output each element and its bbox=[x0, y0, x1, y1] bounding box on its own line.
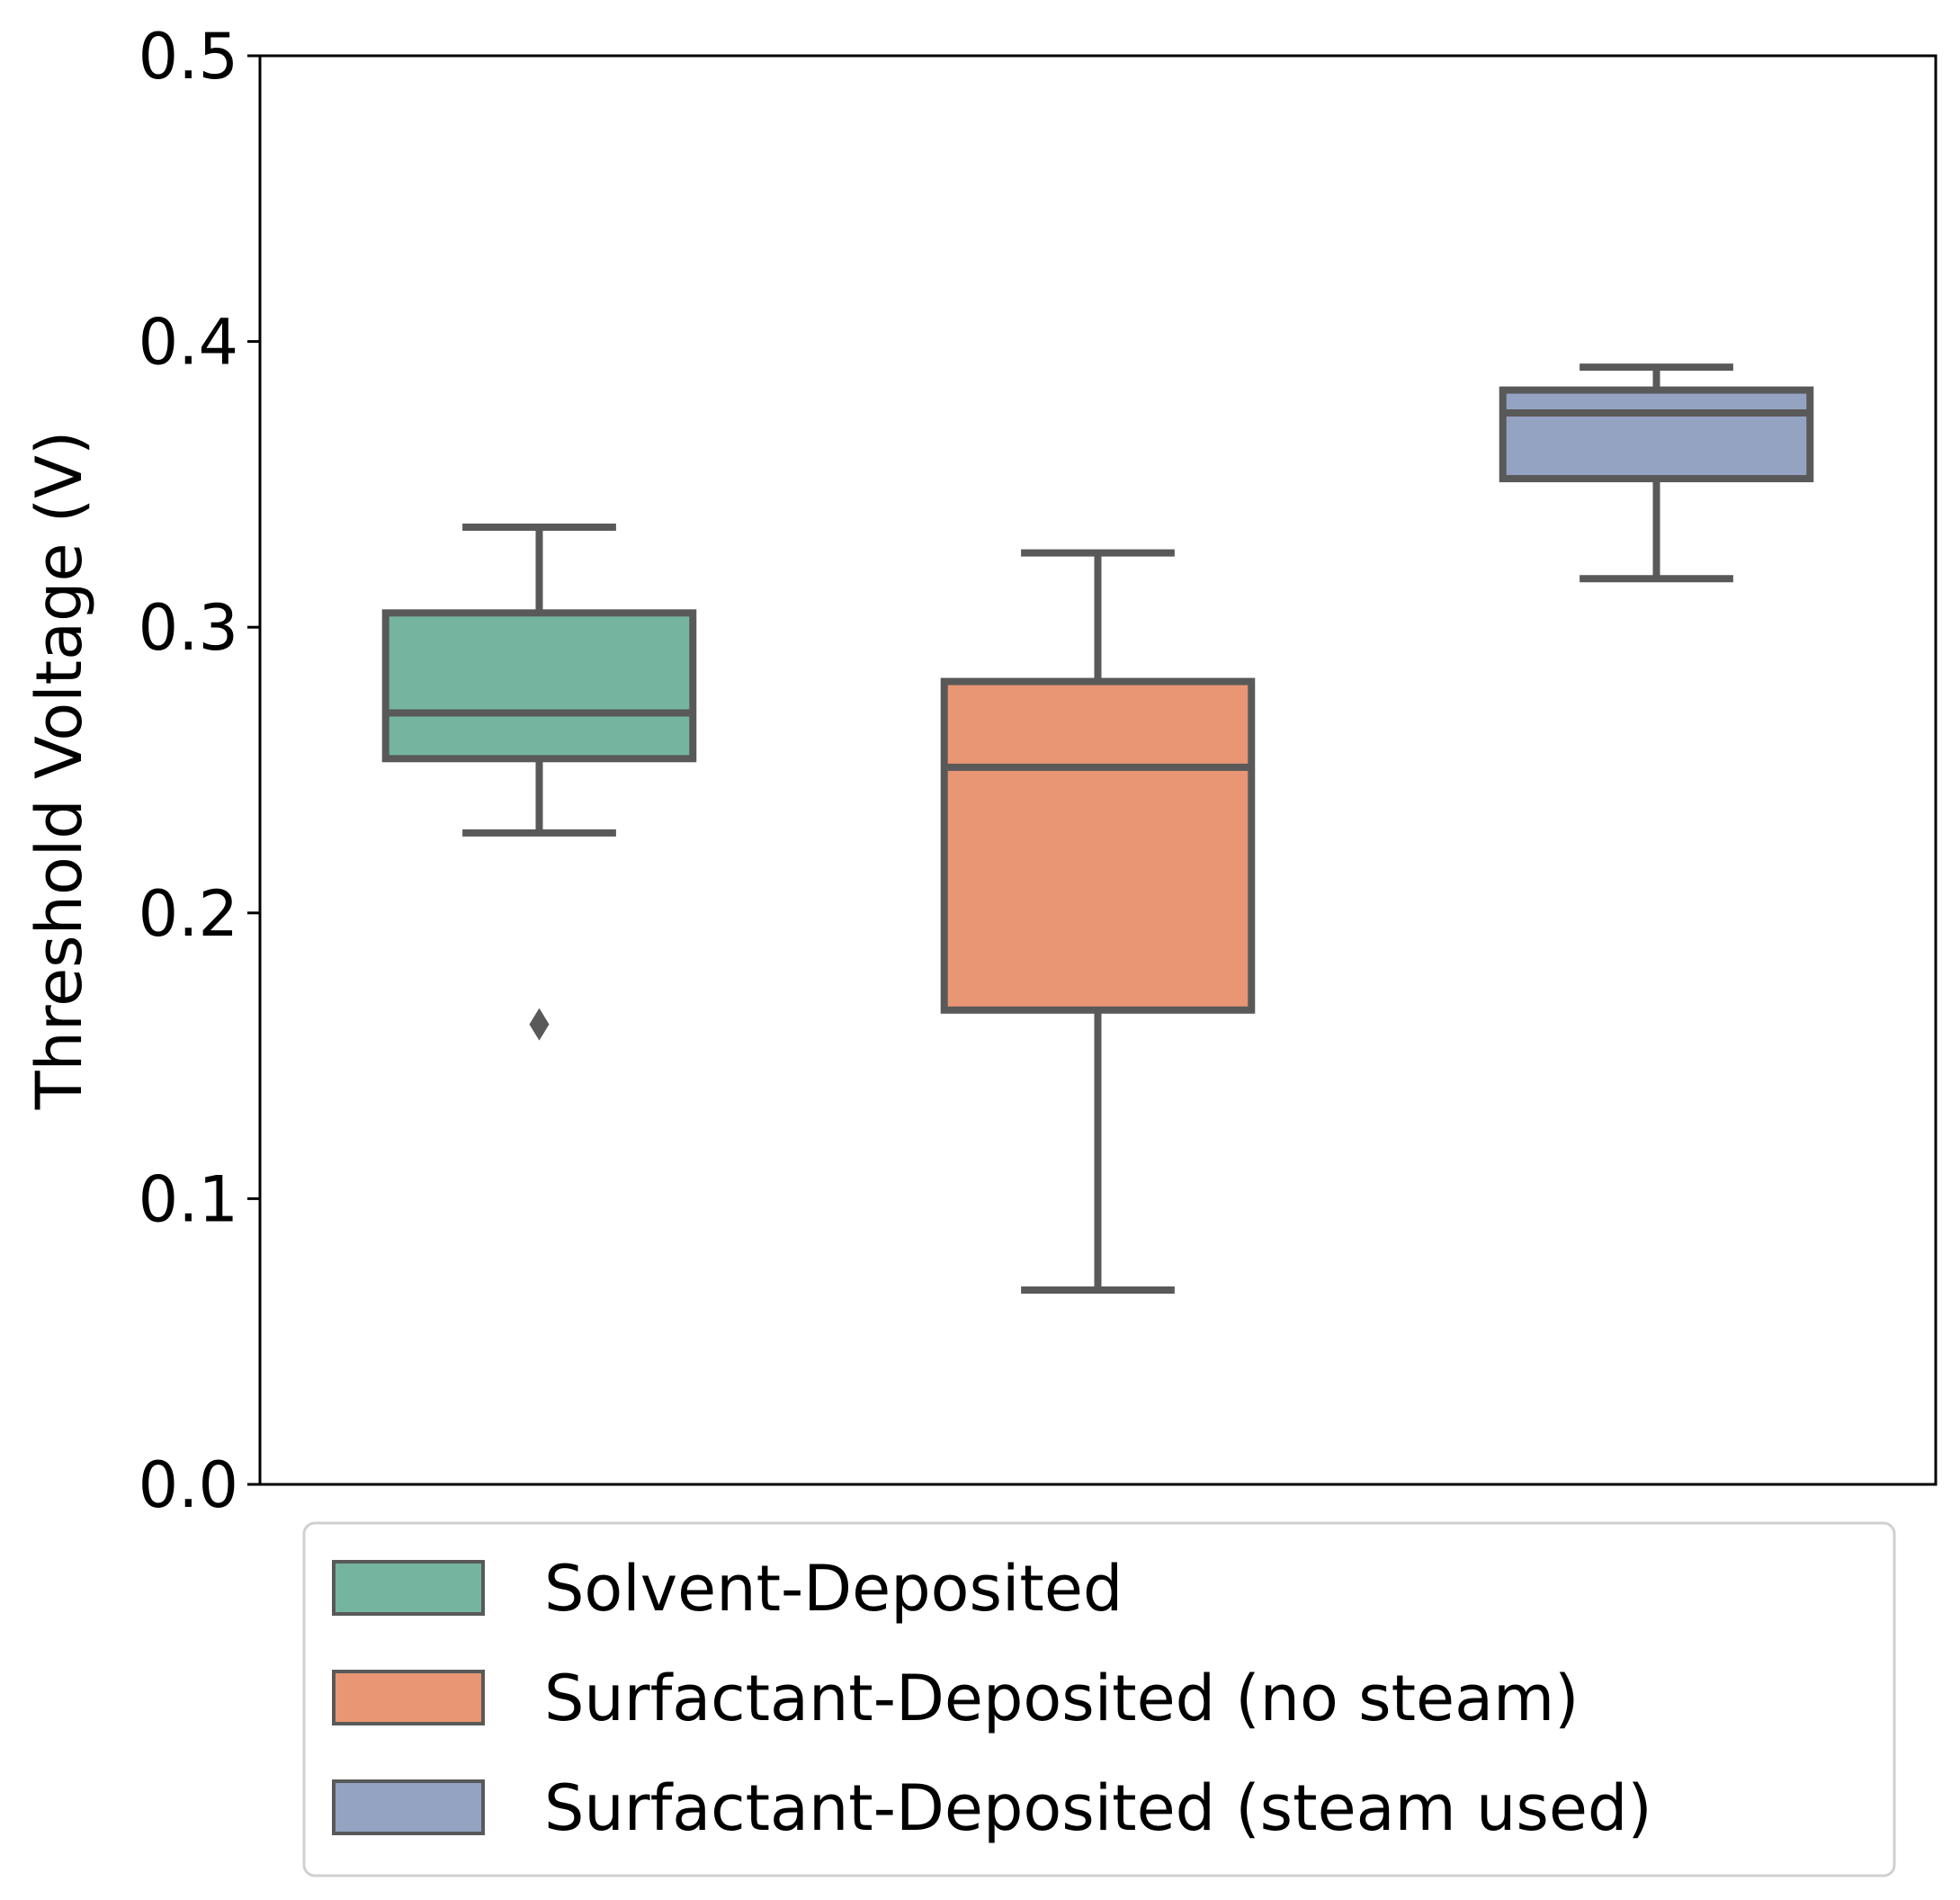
y-tick-label: 0.5 bbox=[139, 20, 238, 94]
y-axis-label: Threshold Voltage (V) bbox=[22, 431, 96, 1111]
y-tick-label: 0.3 bbox=[139, 591, 238, 665]
y-tick-label: 0.1 bbox=[139, 1162, 238, 1236]
legend-swatch bbox=[332, 1670, 485, 1725]
box-iqr bbox=[940, 677, 1256, 1014]
legend-label: Surfactant-Deposited (no steam) bbox=[544, 1662, 1580, 1735]
box-iqr bbox=[1499, 386, 1814, 483]
outlier-point bbox=[529, 1008, 550, 1041]
y-tick-label: 0.0 bbox=[139, 1448, 238, 1522]
y-tick-label: 0.4 bbox=[139, 306, 238, 380]
legend-swatch bbox=[332, 1779, 485, 1835]
y-axis-ticks: 0.0 0.1 0.2 0.3 0.4 0.5 bbox=[139, 20, 260, 1522]
box-group bbox=[1499, 363, 1814, 583]
plot-area-frame bbox=[258, 54, 1938, 1486]
box-series bbox=[381, 363, 1814, 1295]
y-tick-label: 0.2 bbox=[139, 877, 238, 951]
legend-frame bbox=[302, 1521, 1896, 1878]
legend-label: Solvent-Deposited bbox=[544, 1552, 1123, 1626]
box-group bbox=[381, 524, 697, 1041]
box-iqr bbox=[381, 609, 697, 763]
legend-swatch bbox=[332, 1560, 485, 1616]
box-group bbox=[940, 549, 1256, 1295]
legend: Solvent-Deposited Surfactant-Deposited (n… bbox=[302, 1521, 1896, 1878]
legend-label: Surfactant-Deposited (steam used) bbox=[544, 1771, 1652, 1845]
